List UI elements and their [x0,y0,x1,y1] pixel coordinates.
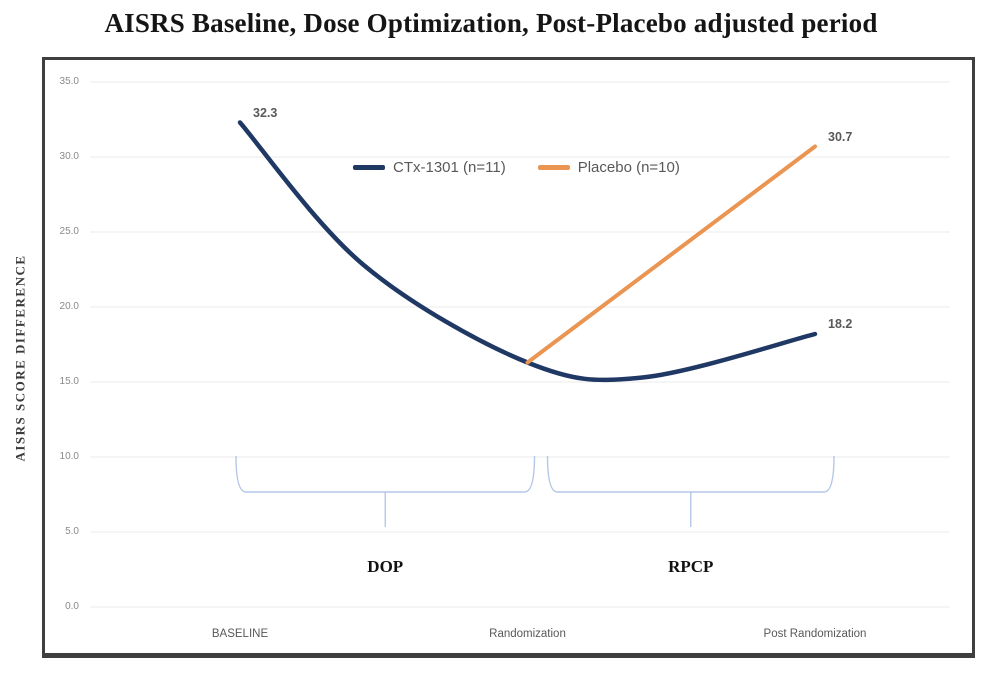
legend-label-placebo: Placebo (n=10) [577,158,680,176]
y-tick-label: 0.0 [65,601,79,612]
phase-label-rpcp: RPCP [668,557,714,576]
y-tick-label: 30.0 [59,151,79,162]
data-label: 18.2 [828,317,853,331]
dop-brace [235,455,536,527]
y-tick-label: 25.0 [59,226,79,237]
phase-label-dop: DOP [367,557,404,576]
data-label: 32.3 [253,105,278,120]
y-axis-title-text: AISRS SCORE DIFFERENCE [13,253,28,462]
placebo-line [525,144,817,365]
legend-label-ctx1301: CTx-1301 (n=11) [393,158,506,176]
legend-item-placebo: Placebo (n=10) [537,158,680,176]
y-axis-title: AISRS SCORE DIFFERENCE [0,57,42,658]
ctx1301-line [237,120,818,383]
legend: CTx-1301 (n=11) Placebo (n=10) [353,156,680,178]
y-tick-label: 15.0 [59,376,79,387]
x-category-label: BASELINE [211,628,269,640]
ctx1301-line-swatch [353,164,385,170]
plot-area: CTx-1301 (n=11) Placebo (n=10) 35.0 30.0 2… [42,57,975,658]
x-category-label: Post Randomization [763,628,867,640]
chart-title: AISRS Baseline, Dose Optimization, Post-… [104,8,878,38]
data-label: 30.7 [828,129,853,144]
legend-item-ctx1301: CTx-1301 (n=11) [353,159,506,176]
y-tick-label: 20.0 [59,301,79,312]
y-tick-label: 5.0 [65,526,79,537]
y-tick-label: 10.0 [59,451,79,462]
rpcp-brace [546,455,835,527]
plot-canvas [90,81,950,608]
placebo-line-swatch [537,164,570,170]
y-tick-label: 35.0 [59,76,79,87]
x-category-label: Randomization [489,628,566,640]
